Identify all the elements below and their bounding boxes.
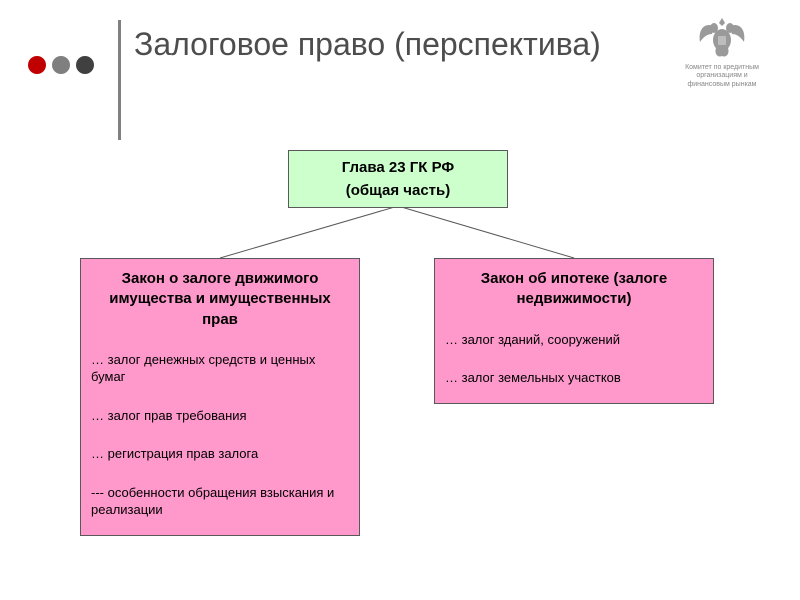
emblem-caption: Комитет по кредитным организациям и фина… xyxy=(679,64,765,89)
list-item: … регистрация прав залога xyxy=(91,446,349,463)
top-line2: (общая часть) xyxy=(295,182,501,199)
node-chapter-23: Глава 23 ГК РФ (общая часть) xyxy=(288,150,508,208)
list-item: … залог земельных участков xyxy=(445,370,703,387)
top-line1: Глава 23 ГК РФ xyxy=(295,159,501,176)
header-dots xyxy=(28,56,94,74)
eagle-icon xyxy=(694,12,750,62)
left-items: … залог денежных средств и ценных бумаг …… xyxy=(81,352,359,535)
dot-3 xyxy=(76,56,94,74)
slide-title: Залоговое право (перспектива) xyxy=(134,26,601,63)
list-item: … залог прав требования xyxy=(91,408,349,425)
list-item: --- особенности обращения взыскания и ре… xyxy=(91,485,349,519)
header-divider xyxy=(118,20,121,140)
right-header: Закон об ипотеке (залоге недвижимости) xyxy=(435,259,713,322)
right-items: … залог зданий, сооружений … залог земель… xyxy=(435,332,713,404)
dot-2 xyxy=(52,56,70,74)
node-law-mortgage: Закон об ипотеке (залоге недвижимости) …… xyxy=(434,258,714,404)
node-law-movable: Закон о залоге движимого имущества и иму… xyxy=(80,258,360,536)
left-header: Закон о залоге движимого имущества и иму… xyxy=(81,259,359,342)
emblem-block: Комитет по кредитным организациям и фина… xyxy=(679,12,765,89)
list-item: … залог денежных средств и ценных бумаг xyxy=(91,352,349,386)
dot-1 xyxy=(28,56,46,74)
list-item: … залог зданий, сооружений xyxy=(445,332,703,349)
